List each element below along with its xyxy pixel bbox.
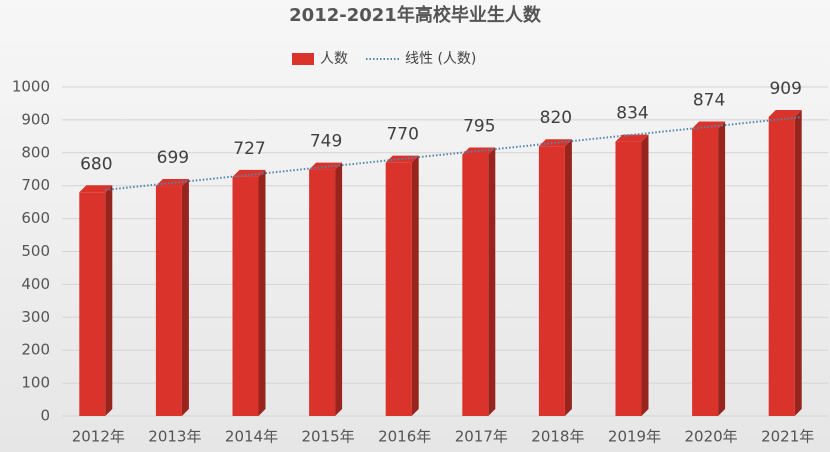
value-label: 749 (310, 132, 342, 152)
value-label: 820 (540, 108, 572, 128)
bar (768, 109, 802, 417)
value-label: 699 (157, 148, 189, 168)
y-tick-label: 200 (21, 341, 50, 359)
y-tick-label: 500 (21, 242, 50, 260)
x-tick-label: 2017年 (455, 428, 508, 446)
bar (692, 121, 726, 417)
y-tick-label: 900 (21, 110, 50, 128)
x-tick-label: 2016年 (378, 428, 431, 446)
bar (615, 134, 649, 416)
value-label: 795 (463, 116, 495, 136)
x-tick-label: 2013年 (148, 428, 201, 446)
y-tick-label: 800 (21, 143, 50, 161)
y-tick-label: 100 (21, 374, 50, 392)
y-tick-label: 700 (21, 176, 50, 194)
bar (79, 185, 113, 416)
x-tick-label: 2021年 (761, 428, 814, 446)
y-tick-label: 300 (21, 308, 50, 326)
bar (538, 139, 572, 416)
y-tick-label: 400 (21, 275, 50, 293)
value-label: 727 (233, 139, 265, 159)
x-tick-label: 2012年 (72, 428, 125, 446)
value-label: 909 (769, 79, 801, 99)
value-label: 770 (386, 125, 418, 145)
legend-label: 线性 (人数) (405, 51, 476, 67)
y-tick-label: 0 (40, 407, 50, 425)
bar (155, 179, 189, 416)
x-tick-label: 2014年 (225, 428, 278, 446)
bar (462, 147, 496, 416)
y-tick-label: 1000 (12, 78, 50, 96)
bar (385, 155, 419, 417)
legend-swatch (292, 53, 314, 65)
value-label: 874 (693, 90, 725, 110)
legend-label: 人数 (320, 51, 348, 67)
legend: 人数 线性 (人数) (292, 51, 476, 67)
bar (232, 169, 266, 416)
x-tick-label: 2018年 (531, 428, 584, 446)
value-label: 834 (616, 104, 648, 124)
chart-title: 2012-2021年高校毕业生人数 (289, 4, 542, 26)
bar (309, 162, 343, 416)
x-tick-label: 2019年 (608, 428, 661, 446)
y-tick-label: 600 (21, 209, 50, 227)
value-label: 680 (80, 154, 112, 174)
trend-line (105, 116, 802, 191)
x-tick-label: 2020年 (685, 428, 738, 446)
x-tick-label: 2015年 (302, 428, 355, 446)
